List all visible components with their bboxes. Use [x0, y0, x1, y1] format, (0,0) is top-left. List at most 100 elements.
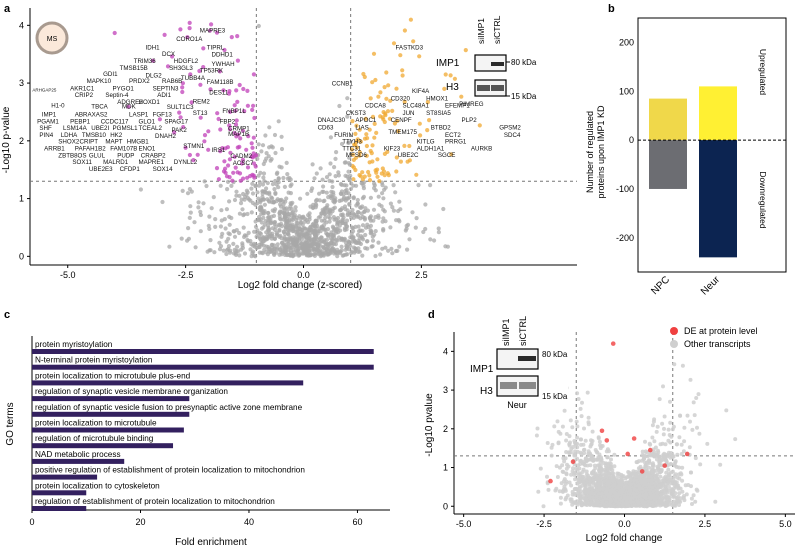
a-gene-label: PIN4 — [39, 132, 53, 139]
a-gene-label: SEPTIN3 — [153, 86, 179, 93]
d-data-point — [651, 447, 656, 452]
a-data-point — [222, 159, 227, 164]
a-data-point — [354, 145, 360, 150]
a-data-point — [207, 28, 212, 33]
d-data-point — [572, 439, 577, 443]
a-data-point — [223, 166, 228, 171]
d-blot-h3-band1 — [500, 382, 517, 389]
a-data-point — [224, 207, 229, 212]
a-data-point — [225, 248, 230, 253]
a-data-point — [402, 143, 407, 148]
a-data-point — [385, 109, 391, 114]
d-data-point — [668, 462, 673, 466]
b-y-tick-label: -200 — [616, 233, 634, 243]
a-data-point — [206, 129, 211, 134]
a-data-point — [202, 133, 208, 138]
a-x-label: Log2 fold change (z-scored) — [238, 280, 363, 291]
a-data-point — [338, 191, 343, 196]
c-term-label: positive regulation of establishment of … — [35, 466, 305, 475]
a-data-point — [231, 241, 236, 246]
a-data-point — [234, 88, 239, 93]
a-data-point — [290, 253, 295, 258]
d-data-point — [695, 425, 699, 430]
d-data-point — [609, 457, 613, 462]
d-blot-caption: Neur — [507, 400, 527, 410]
a-gene-label: CADM2 — [230, 153, 252, 160]
a-data-point — [202, 139, 207, 144]
a-gene-label: GPSM2 — [499, 124, 521, 131]
a-data-point — [358, 139, 363, 144]
a-data-point — [350, 225, 355, 230]
a-data-point — [388, 225, 393, 230]
a-gene-label: IMP1 — [42, 112, 57, 119]
a-data-point — [405, 159, 410, 164]
a-data-point — [266, 225, 271, 230]
d-data-point — [645, 502, 650, 507]
d-data-point — [596, 482, 601, 487]
a-data-point — [285, 172, 290, 177]
a-data-point — [235, 58, 240, 63]
a-gene-label: PRDX2 — [129, 78, 150, 85]
a-data-point — [222, 217, 227, 222]
a-data-point — [180, 85, 185, 90]
d-data-point — [577, 486, 582, 491]
d-data-point — [552, 424, 557, 429]
d-data-point — [680, 465, 685, 470]
a-data-point — [364, 132, 369, 137]
a-data-point — [251, 135, 256, 140]
a-y-label: -Log10 p-value — [1, 106, 12, 173]
d-data-point — [633, 483, 638, 488]
a-data-point — [382, 119, 387, 125]
a-data-point — [346, 240, 352, 245]
a-data-point — [366, 169, 371, 175]
d-data-point — [666, 484, 671, 489]
a-data-point — [319, 253, 324, 258]
a-gene-label: MAPT — [105, 139, 122, 146]
regulated-proteins-bar-chart: NPC Neur -200 -100 0 100 200 Upregulated Downr… — [585, 17, 787, 297]
a-data-point — [251, 241, 256, 246]
d-data-point — [580, 400, 584, 405]
a-data-point — [364, 143, 369, 149]
a-data-point — [206, 147, 211, 152]
a-data-point — [216, 177, 221, 182]
a-data-point — [372, 135, 377, 140]
a-data-point — [251, 151, 256, 156]
a-gene-label: FNBP1L — [222, 108, 246, 115]
b-side-down: Downregulated — [758, 171, 768, 228]
a-gene-label: ALDH1A1 — [417, 146, 445, 153]
a-data-point — [259, 226, 264, 231]
d-data-point — [640, 449, 645, 454]
a-data-point — [303, 240, 308, 245]
a-data-point — [235, 99, 240, 104]
a-gene-label: TTC31 — [342, 146, 361, 153]
d-data-point — [680, 489, 685, 494]
b-bar-up-npc — [649, 98, 687, 141]
d-data-point — [677, 491, 682, 496]
d-data-point — [553, 488, 558, 493]
d-data-point — [580, 483, 585, 488]
d-data-point — [649, 468, 654, 473]
a-data-point — [188, 72, 193, 77]
b-y-tick-label: 200 — [619, 37, 634, 47]
a-data-point — [294, 217, 299, 223]
a-data-point — [463, 48, 468, 53]
d-data-point — [557, 465, 562, 470]
d-data-point — [650, 423, 655, 428]
a-data-point — [337, 198, 342, 203]
a-data-point — [398, 207, 403, 212]
a-data-point — [255, 156, 260, 161]
a-data-point — [300, 215, 306, 220]
a-data-point — [349, 234, 355, 240]
a-data-point — [288, 183, 293, 189]
d-data-point — [572, 470, 577, 475]
d-blot-h3-box — [496, 375, 539, 397]
a-data-point — [185, 35, 190, 40]
a-data-point — [241, 225, 246, 230]
d-data-point — [661, 478, 666, 483]
d-data-point — [643, 439, 647, 444]
a-data-point — [343, 221, 348, 226]
d-data-point — [733, 437, 738, 442]
a-gene-label: MALRD1 — [103, 159, 129, 166]
a-blot-imp1-box — [474, 54, 507, 72]
d-data-point — [584, 469, 589, 474]
